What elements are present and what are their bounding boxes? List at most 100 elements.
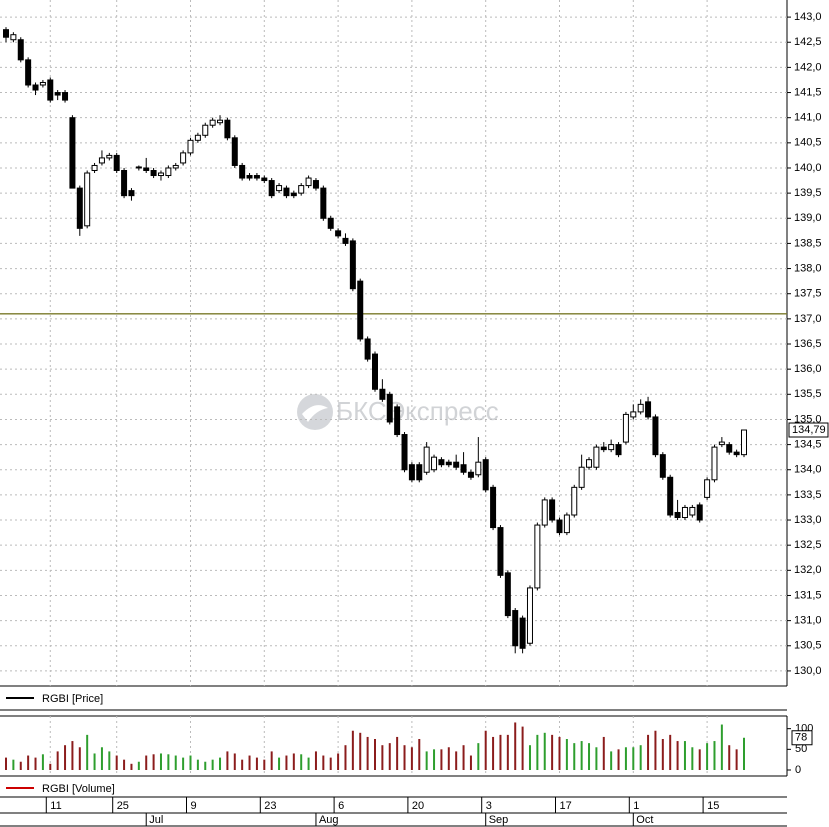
candle-body xyxy=(106,154,113,159)
x-tick-label: 6 xyxy=(338,800,344,812)
candle-body xyxy=(335,230,342,237)
candle-body xyxy=(194,134,201,141)
candle-body xyxy=(217,119,224,124)
candle-body xyxy=(143,167,150,171)
last-volume-box xyxy=(791,730,813,746)
candle-body xyxy=(431,456,438,471)
candle-body xyxy=(453,461,460,468)
candle-body xyxy=(84,172,91,227)
candle-body xyxy=(10,34,17,41)
candle-body xyxy=(556,519,563,534)
candle-body xyxy=(357,280,364,340)
candle-body xyxy=(39,81,46,86)
candle-body xyxy=(504,572,511,617)
candle-body xyxy=(231,137,238,166)
candle-body xyxy=(69,117,76,189)
candle-body xyxy=(76,187,83,229)
y-tick-label: 141,0 xyxy=(794,112,822,124)
y-tick-label: 131,0 xyxy=(794,615,822,627)
y-tick-label: 133,5 xyxy=(794,489,822,501)
candle-body xyxy=(726,444,733,453)
candle-body xyxy=(172,164,179,169)
last-price-label: 134,79 xyxy=(792,424,826,436)
y-tick-label: 132,5 xyxy=(794,539,822,551)
candle-body xyxy=(637,403,644,413)
y-tick-label: 140,0 xyxy=(794,162,822,174)
candle-body xyxy=(268,180,275,197)
candle-body xyxy=(202,124,209,136)
candle-body xyxy=(630,411,637,418)
candle-body xyxy=(32,84,39,91)
candle-body xyxy=(224,119,231,139)
candle-body xyxy=(549,499,556,521)
candle-body xyxy=(298,185,305,194)
candle-body xyxy=(475,461,482,476)
candle-body xyxy=(3,29,9,38)
candle-body xyxy=(150,169,157,177)
candle-body xyxy=(401,434,408,471)
candle-body xyxy=(187,139,194,154)
y-tick-label: 142,5 xyxy=(794,36,822,48)
candle-body xyxy=(113,154,120,171)
candle-body xyxy=(704,479,711,498)
y-tick-label: 134,0 xyxy=(794,464,822,476)
candle-body xyxy=(98,157,105,164)
y-tick-label: 137,5 xyxy=(794,288,822,300)
y-tick-label: 130,5 xyxy=(794,640,822,652)
candle-body xyxy=(121,169,128,197)
candle-body xyxy=(519,617,526,649)
candle-body xyxy=(512,610,519,647)
candle-body xyxy=(438,459,445,466)
candle-body xyxy=(305,177,312,187)
watermark-logo-swoosh xyxy=(302,405,328,422)
x-tick-label: 15 xyxy=(707,800,719,812)
candle-body xyxy=(622,413,629,443)
candle-body xyxy=(47,79,54,101)
candle-body xyxy=(652,416,659,456)
candle-body xyxy=(674,511,681,519)
watermark-text: БКСЭкспресс xyxy=(336,396,499,426)
y-tick-label: 131,5 xyxy=(794,589,822,601)
candle-body xyxy=(91,164,98,171)
candle-body xyxy=(586,459,593,468)
candle-body xyxy=(416,464,423,481)
candle-body xyxy=(490,486,497,529)
y-tick-label: 0 xyxy=(795,764,801,776)
candle-body xyxy=(445,461,452,466)
candle-body xyxy=(600,446,607,451)
candle-body xyxy=(718,441,725,446)
candle-body xyxy=(541,499,548,526)
candle-body xyxy=(689,506,696,516)
candle-body xyxy=(733,451,740,456)
month-label: Oct xyxy=(636,814,653,826)
candle-body xyxy=(526,587,533,644)
x-tick-label: 23 xyxy=(264,800,276,812)
y-tick-label: 141,5 xyxy=(794,86,822,98)
y-tick-label: 50 xyxy=(795,743,807,755)
y-tick-label: 136,5 xyxy=(794,338,822,350)
candle-body xyxy=(423,446,430,473)
last-volume-label: 78 xyxy=(795,732,807,744)
candle-body xyxy=(364,338,371,360)
candle-body xyxy=(253,175,260,179)
y-tick-label: 135,0 xyxy=(794,413,822,425)
y-tick-label: 135,5 xyxy=(794,388,822,400)
x-tick-label: 1 xyxy=(633,800,639,812)
candle-body xyxy=(667,476,674,516)
candle-body xyxy=(608,444,615,451)
candle-body xyxy=(276,185,283,192)
candle-body xyxy=(180,152,187,164)
candle-body xyxy=(372,353,378,390)
candle-body xyxy=(386,393,393,423)
candle-body xyxy=(62,92,69,101)
candle-body xyxy=(239,164,246,179)
y-tick-label: 140,5 xyxy=(794,137,822,149)
legend-label: RGBI [Price] xyxy=(42,693,103,705)
x-tick-label: 11 xyxy=(50,800,61,812)
candle-body xyxy=(135,166,142,169)
y-tick-label: 138,0 xyxy=(794,262,822,274)
y-tick-label: 143,0 xyxy=(794,11,822,23)
y-tick-label: 136,0 xyxy=(794,363,822,375)
candle-body xyxy=(482,459,489,491)
